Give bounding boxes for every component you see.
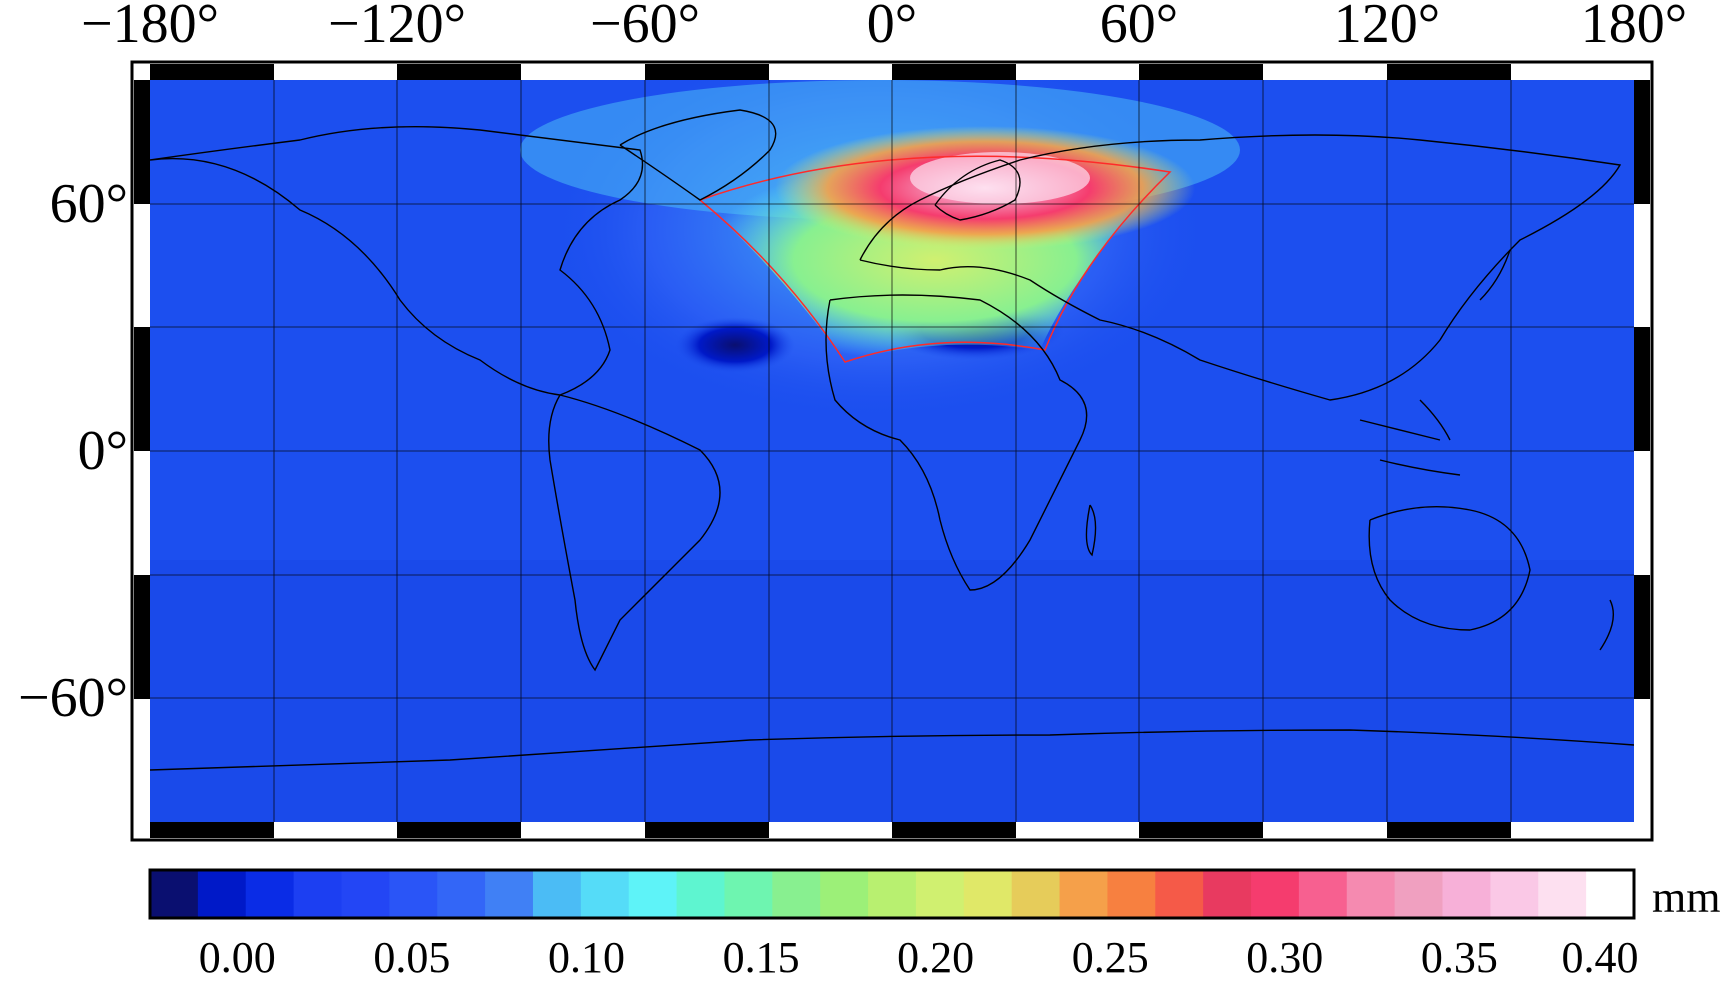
colorbar-swatch (485, 870, 534, 918)
graticule (150, 80, 1634, 822)
lat-label: 60° (50, 173, 128, 235)
colorbar-swatch (389, 870, 438, 918)
colorbar-tick: 0.15 (723, 933, 800, 982)
lon-label: 0° (867, 0, 917, 55)
colorbar-swatch (1394, 870, 1444, 918)
colorbar-swatch (1538, 870, 1587, 918)
longitude-labels: −180° −120° −60° 0° 60° 120° 180° (81, 0, 1687, 55)
lon-label: −60° (590, 0, 700, 55)
colorbar-swatch (580, 870, 630, 918)
latitude-labels: 60° 0° −60° (18, 173, 128, 729)
colorbar-swatch (628, 870, 678, 918)
lat-label: 0° (78, 420, 128, 482)
colorbar-swatch (724, 870, 773, 918)
colorbar-tick: 0.35 (1421, 933, 1498, 982)
frame-border (134, 64, 1650, 838)
colorbar-swatch (150, 870, 199, 918)
lon-label: 180° (1581, 0, 1687, 55)
colorbar-swatch (1203, 870, 1252, 918)
colorbar-swatch (915, 870, 965, 918)
colorbar-tick: 0.30 (1246, 933, 1323, 982)
colorbar-frame (148, 868, 1636, 920)
colorbar-swatch (293, 870, 343, 918)
colorbar-swatch (1346, 870, 1396, 918)
colorbar-tick: 0.40 (1562, 933, 1639, 982)
colorbar-swatches (150, 870, 1635, 918)
colorbar-tick: 0.20 (897, 933, 974, 982)
colorbar-swatch (1155, 870, 1204, 918)
colorbar-swatch (963, 870, 1013, 918)
colorbar-swatch (341, 870, 390, 918)
colorbar-swatch (868, 870, 917, 918)
colorbar-swatch (1586, 870, 1635, 918)
colorbar-tick: 0.00 (199, 933, 276, 982)
colorbar-swatch (820, 870, 869, 918)
colorbar-unit: mm (1652, 873, 1720, 922)
lon-label: −120° (328, 0, 466, 55)
colorbar-tick: 0.10 (548, 933, 625, 982)
colorbar-swatch (676, 870, 726, 918)
colorbar-swatch (1107, 870, 1156, 918)
low-spot-atlantic (675, 317, 795, 373)
colorbar-swatch (437, 870, 486, 918)
lon-label: 120° (1334, 0, 1440, 55)
colorbar-tick: 0.25 (1072, 933, 1149, 982)
colorbar-swatch (1011, 870, 1061, 918)
colorbar-tick-labels: 0.00 0.05 0.10 0.15 0.20 0.25 0.30 0.35 … (199, 933, 1639, 982)
colorbar: 0.00 0.05 0.10 0.15 0.20 0.25 0.30 0.35 … (148, 868, 1720, 982)
colorbar-swatch (245, 870, 295, 918)
colorbar-swatch (532, 870, 582, 918)
colorbar-tick: 0.05 (373, 933, 450, 982)
colorbar-swatch (772, 870, 821, 918)
map-field (150, 80, 1634, 822)
lon-label: 60° (1100, 0, 1178, 55)
colorbar-swatch (1251, 870, 1300, 918)
region-boundary (698, 155, 1172, 363)
colorbar-swatch (1059, 870, 1109, 918)
lat-label: −60° (18, 667, 128, 729)
colorbar-swatch (197, 870, 247, 918)
colorbar-swatch (1442, 870, 1491, 918)
colorbar-swatch (1298, 870, 1348, 918)
colorbar-swatch (1490, 870, 1539, 918)
lon-label: −180° (81, 0, 219, 55)
